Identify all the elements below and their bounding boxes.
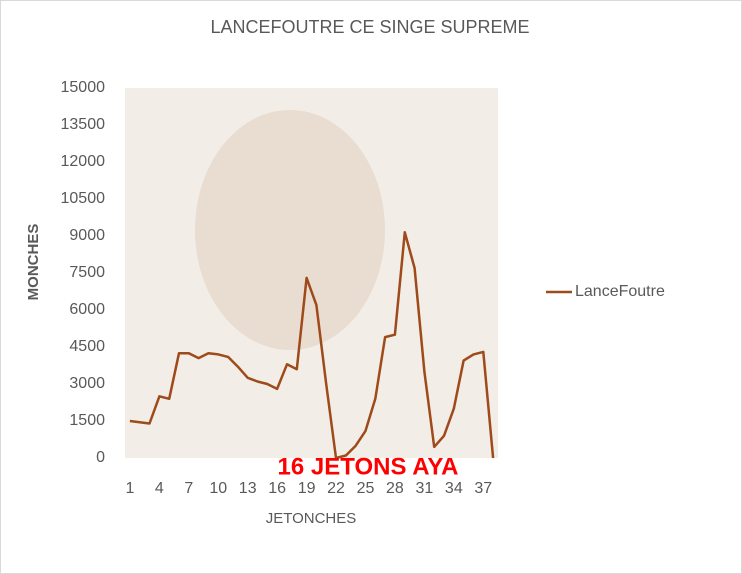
x-tick-label: 25 [357, 480, 375, 497]
x-tick-label: 16 [268, 480, 286, 497]
x-tick-label: 28 [386, 480, 404, 497]
x-tick-label: 1 [125, 480, 134, 497]
y-tick-label: 1500 [69, 412, 105, 429]
y-axis-label: MONCHES [25, 224, 42, 301]
x-tick-label: 4 [155, 480, 164, 497]
data-line [129, 231, 495, 460]
legend-label: LanceFoutre [575, 283, 665, 300]
annotation: 16 JETONS AYA [278, 453, 459, 480]
y-tick-label: 0 [96, 449, 105, 466]
x-tick-label: 13 [239, 480, 257, 497]
y-tick-label: 4500 [69, 338, 105, 355]
x-tick-label: 10 [209, 480, 227, 497]
x-tick-label: 19 [298, 480, 316, 497]
x-tick-label: 34 [445, 480, 463, 497]
y-tick-label: 9000 [69, 227, 105, 244]
y-tick-label: 3000 [69, 375, 105, 392]
background-photo-face [195, 110, 385, 350]
y-tick-label: 15000 [61, 79, 106, 96]
y-tick-label: 6000 [69, 301, 105, 318]
x-tick-label: 7 [184, 480, 193, 497]
x-tick-label: 31 [415, 480, 433, 497]
y-tick-label: 13500 [61, 116, 106, 133]
x-tick-label: 37 [474, 480, 492, 497]
y-tick-label: 7500 [69, 264, 105, 281]
x-tick-label: 22 [327, 480, 345, 497]
y-tick-label: 12000 [61, 153, 106, 170]
y-tick-label: 10500 [61, 190, 106, 207]
chart-title: LANCEFOUTRE CE SINGE SUPREME [210, 17, 529, 37]
x-axis-label: JETONCHES [266, 510, 357, 527]
